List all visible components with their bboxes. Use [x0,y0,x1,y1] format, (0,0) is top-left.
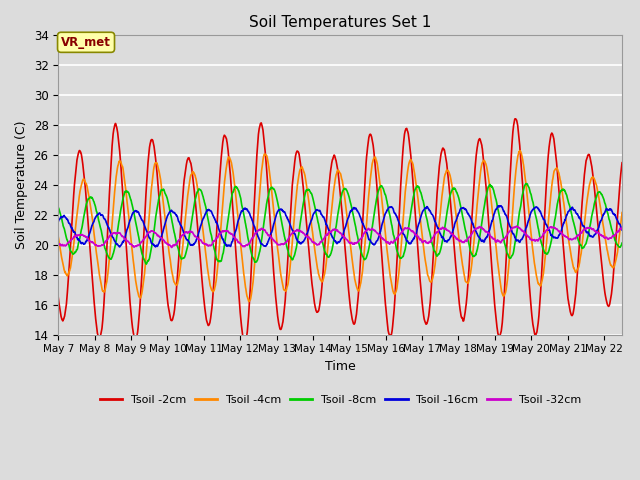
Tsoil -4cm [54,234,62,240]
Tsoil -2cm [599,273,607,279]
Tsoil -2cm [618,160,626,166]
Text: VR_met: VR_met [61,36,111,49]
Tsoil -2cm [408,162,415,168]
Tsoil -16cm [599,213,607,218]
Tsoil -32cm [408,228,415,234]
Tsoil -8cm [425,226,433,231]
Tsoil -2cm [532,332,540,337]
Tsoil -16cm [618,227,626,233]
Tsoil -4cm [516,148,524,154]
Tsoil -8cm [599,194,607,200]
Line: Tsoil -8cm: Tsoil -8cm [58,183,622,264]
Tsoil -2cm [241,340,249,346]
Tsoil -4cm [425,275,433,280]
Line: Tsoil -4cm: Tsoil -4cm [58,151,622,301]
X-axis label: Time: Time [324,360,356,373]
Tsoil -16cm [116,244,124,250]
Tsoil -32cm [532,237,540,243]
Tsoil -32cm [54,240,62,246]
Tsoil -2cm [54,295,62,300]
Tsoil -8cm [88,195,95,201]
Tsoil -2cm [512,116,520,122]
Tsoil -8cm [618,240,626,246]
Line: Tsoil -32cm: Tsoil -32cm [58,226,622,247]
Tsoil -2cm [344,277,351,283]
Tsoil -32cm [168,244,175,250]
Tsoil -16cm [344,216,351,222]
Tsoil -32cm [344,238,351,243]
Tsoil -8cm [344,190,351,196]
Tsoil -8cm [523,180,531,186]
Tsoil -4cm [344,219,351,225]
Line: Tsoil -2cm: Tsoil -2cm [58,119,622,343]
Tsoil -4cm [599,220,607,226]
Tsoil -32cm [513,223,520,229]
Tsoil -8cm [408,204,415,210]
Tsoil -4cm [618,210,626,216]
Tsoil -8cm [143,261,150,267]
Tsoil -16cm [494,203,502,209]
Tsoil -16cm [54,219,62,225]
Tsoil -16cm [88,225,95,230]
Tsoil -8cm [54,204,62,210]
Tsoil -16cm [532,204,540,210]
Tsoil -4cm [408,158,415,164]
Tsoil -32cm [88,239,95,245]
Tsoil -16cm [408,239,415,244]
Tsoil -4cm [88,210,95,216]
Tsoil -32cm [618,225,626,230]
Legend: Tsoil -2cm, Tsoil -4cm, Tsoil -8cm, Tsoil -16cm, Tsoil -32cm: Tsoil -2cm, Tsoil -4cm, Tsoil -8cm, Tsoi… [95,391,585,410]
Tsoil -4cm [245,299,253,304]
Line: Tsoil -16cm: Tsoil -16cm [58,206,622,247]
Tsoil -8cm [532,214,540,219]
Tsoil -32cm [599,233,607,239]
Tsoil -16cm [425,206,433,212]
Tsoil -2cm [425,313,433,319]
Title: Soil Temperatures Set 1: Soil Temperatures Set 1 [249,15,431,30]
Tsoil -32cm [425,240,433,245]
Y-axis label: Soil Temperature (C): Soil Temperature (C) [15,120,28,249]
Tsoil -2cm [88,264,95,269]
Tsoil -4cm [532,270,540,276]
